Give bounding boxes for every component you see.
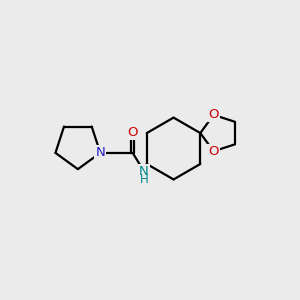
Text: H: H: [140, 172, 148, 186]
Text: O: O: [128, 126, 138, 139]
Text: N: N: [139, 165, 149, 178]
Text: O: O: [208, 145, 219, 158]
Text: O: O: [208, 108, 219, 122]
Text: N: N: [95, 146, 105, 159]
